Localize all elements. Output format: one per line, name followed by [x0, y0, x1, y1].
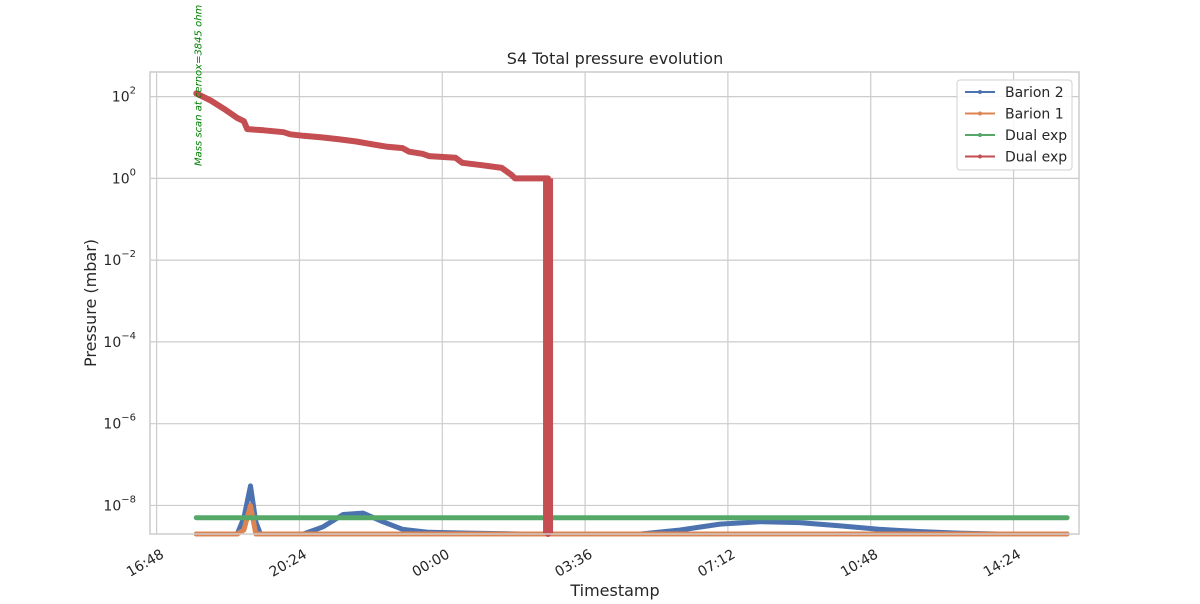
- legend-entry[interactable]: Barion 1: [965, 107, 1064, 123]
- y-tick-label: 102: [112, 86, 136, 106]
- grid: [150, 72, 1079, 534]
- legend-label: Barion 2: [1005, 85, 1064, 101]
- legend-box: [956, 79, 1073, 171]
- y-tick-label: 10−4: [103, 331, 136, 351]
- x-tick-label: 16:48: [124, 547, 167, 581]
- series-layer: [193, 90, 1070, 537]
- legend-entry[interactable]: Dual exp: [965, 128, 1067, 144]
- legend-marker: [978, 90, 982, 94]
- legend-entry[interactable]: Dual exp: [965, 150, 1067, 166]
- x-axis-label: Timestamp: [569, 581, 659, 600]
- y-tick-label: 10−6: [103, 413, 136, 433]
- y-axis-label: Pressure (mbar): [81, 239, 100, 367]
- axes: 16:48 20:24 00:00 03:36 07:12 10:48 14:24 10−8 1…: [103, 71, 1080, 581]
- y-tick-label: 10−8: [103, 494, 136, 514]
- legend-marker: [978, 133, 982, 137]
- legend-marker: [978, 111, 982, 116]
- series-line: [193, 483, 1070, 537]
- legend-entry[interactable]: Barion 2: [965, 85, 1064, 101]
- annotation: Mass scan at cernox=3845 ohm: [194, 4, 205, 166]
- x-tick-label: 07:12: [695, 547, 738, 581]
- plot-frame: [149, 71, 1080, 535]
- y-tick-label: 10−2: [103, 249, 136, 269]
- x-tick-label: 14:24: [981, 546, 1024, 580]
- annotation-text: Mass scan at cernox=3845 ohm: [194, 4, 205, 166]
- x-tick-label: 00:00: [410, 547, 453, 581]
- x-tick-label: 10:48: [838, 547, 881, 581]
- x-tick-label: 03:36: [552, 546, 595, 580]
- chart-title: S4 Total pressure evolution: [507, 49, 723, 68]
- legend-label: Barion 1: [1005, 107, 1064, 123]
- legend-label: Dual exp: [1005, 128, 1067, 144]
- series-line: [193, 90, 551, 537]
- legend-marker: [978, 154, 982, 159]
- x-tick-label: 20:24: [267, 546, 310, 580]
- legend-label: Dual exp: [1005, 150, 1067, 166]
- legend[interactable]: Barion 2 Barion 1 Dual exp Dual exp: [956, 79, 1073, 171]
- y-tick-label: 100: [112, 167, 136, 187]
